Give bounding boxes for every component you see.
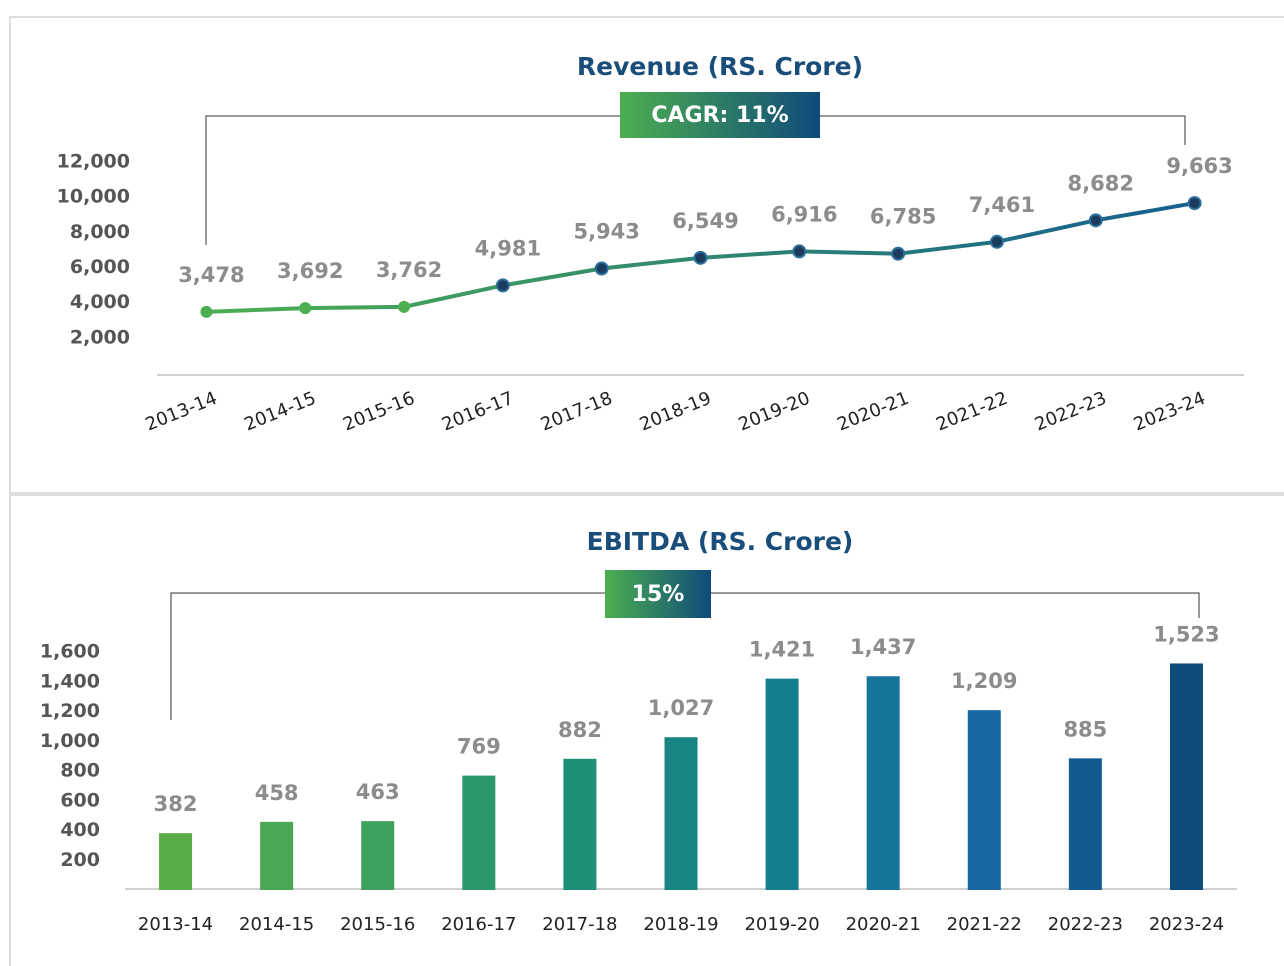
bar xyxy=(967,710,1001,890)
chart-title: EBITDA (RS. Crore) xyxy=(587,527,854,556)
marker xyxy=(299,302,312,315)
x-tick-label: 2021-22 xyxy=(947,914,1022,935)
x-tick-label: 2017-18 xyxy=(542,914,617,935)
value-label: 3,762 xyxy=(376,258,442,282)
x-tick-label: 2015-16 xyxy=(340,914,415,935)
bar xyxy=(260,821,294,890)
y-tick-label: 600 xyxy=(60,789,100,811)
bar xyxy=(765,678,799,890)
value-label: 1,027 xyxy=(648,696,714,720)
marker xyxy=(891,246,906,261)
x-tick-label: 2014-15 xyxy=(239,914,314,935)
value-label: 458 xyxy=(255,781,299,805)
value-label: 882 xyxy=(558,718,602,742)
value-label: 5,943 xyxy=(573,220,639,244)
y-tick-label: 4,000 xyxy=(70,291,130,313)
value-label: 463 xyxy=(356,780,400,804)
value-label: 3,478 xyxy=(178,263,244,287)
value-label: 4,981 xyxy=(475,236,541,260)
x-tick-label: 2016-17 xyxy=(441,914,516,935)
x-tick-label: 2020-21 xyxy=(846,914,921,935)
value-label: 9,663 xyxy=(1166,154,1232,178)
bar xyxy=(159,833,193,890)
y-tick-label: 1,600 xyxy=(40,641,100,663)
value-label: 382 xyxy=(154,792,198,816)
value-label: 6,549 xyxy=(672,209,738,233)
marker xyxy=(495,278,510,293)
y-tick-label: 6,000 xyxy=(70,256,130,278)
y-tick-label: 200 xyxy=(60,849,100,871)
marker xyxy=(1088,213,1103,228)
marker xyxy=(989,234,1004,249)
x-tick-label: 2018-19 xyxy=(643,914,718,935)
value-label: 769 xyxy=(457,735,501,759)
annotation-box xyxy=(605,570,711,618)
value-label: 885 xyxy=(1063,717,1107,741)
y-tick-label: 8,000 xyxy=(70,221,130,243)
y-tick-label: 1,400 xyxy=(40,670,100,692)
value-label: 8,682 xyxy=(1068,171,1134,195)
y-tick-label: 2,000 xyxy=(70,326,130,348)
annotation: 15% xyxy=(632,582,685,607)
bar xyxy=(361,821,395,890)
y-tick-label: 800 xyxy=(60,760,100,782)
value-label: 3,692 xyxy=(277,259,343,283)
value-label: 1,523 xyxy=(1153,622,1219,646)
x-tick-label: 2019-20 xyxy=(744,914,819,935)
y-tick-label: 10,000 xyxy=(57,186,130,208)
y-tick-label: 400 xyxy=(60,819,100,841)
bar xyxy=(563,758,597,890)
x-tick-label: 2013-14 xyxy=(138,914,213,935)
annotation: CAGR: 11% xyxy=(651,103,788,128)
x-tick-label: 2022-23 xyxy=(1048,914,1123,935)
bar xyxy=(1169,663,1203,890)
value-label: 6,785 xyxy=(870,205,936,229)
bar xyxy=(1068,758,1102,890)
marker xyxy=(398,300,411,313)
y-tick-label: 1,000 xyxy=(40,730,100,752)
value-label: 7,461 xyxy=(969,193,1035,217)
value-label: 1,209 xyxy=(951,669,1017,693)
y-tick-label: 12,000 xyxy=(57,151,130,173)
bar xyxy=(664,737,698,890)
marker xyxy=(200,305,213,318)
marker xyxy=(1187,196,1202,211)
value-label: 6,916 xyxy=(771,202,837,226)
bar xyxy=(462,775,496,890)
x-tick-label: 2023-24 xyxy=(1149,914,1224,935)
marker xyxy=(792,244,807,259)
marker xyxy=(693,250,708,265)
chart-title: Revenue (RS. Crore) xyxy=(577,52,863,81)
value-label: 1,421 xyxy=(749,638,815,662)
marker xyxy=(594,261,609,276)
y-tick-label: 1,200 xyxy=(40,700,100,722)
annotation-box xyxy=(620,92,820,138)
value-label: 1,437 xyxy=(850,635,916,659)
bar xyxy=(866,676,900,890)
